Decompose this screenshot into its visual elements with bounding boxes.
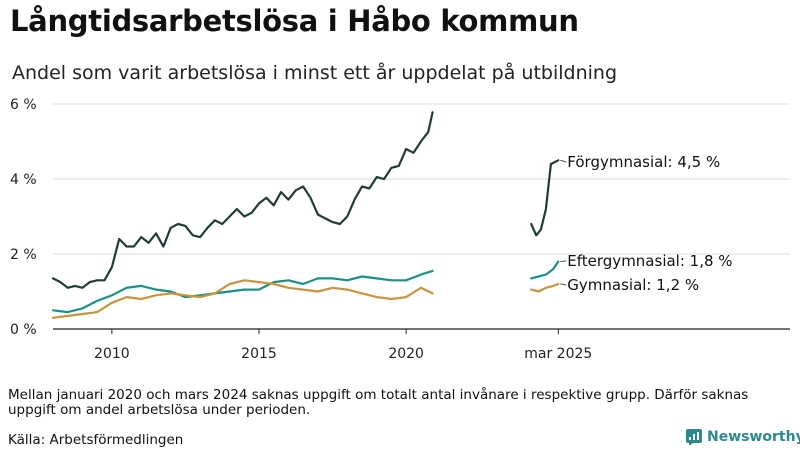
y-tick-label: 4 % (10, 172, 37, 188)
series-line-gymnasial (530, 282, 560, 293)
y-tick-label: 2 % (10, 247, 37, 263)
series-end-labels: Förgymnasial: 4,5 % Eftergymnasial: 1,8 %… (560, 153, 733, 294)
series-label-gymnasial: Gymnasial: 1,2 % (567, 276, 699, 294)
series-line-eftergymnasial (51, 269, 434, 314)
series-line-förgymnasial (51, 111, 434, 289)
label-connector (560, 159, 567, 163)
brand-name: Newsworthy (707, 429, 800, 445)
chart-subtitle: Andel som varit arbetslösa i minst ett å… (12, 62, 618, 84)
series-label-eftergymnasial: Eftergymnasial: 1,8 % (567, 252, 732, 270)
series-label-förgymnasial: Förgymnasial: 4,5 % (567, 153, 720, 171)
page-title: Långtidsarbetslösa i Håbo kommun (10, 4, 579, 38)
label-connector (560, 283, 567, 286)
source-note: Källa: Arbetsförmedlingen (8, 432, 184, 448)
x-tick-label: mar 2025 (524, 346, 592, 362)
x-tick-label: 2010 (94, 346, 130, 362)
newsworthy-logo-icon (686, 429, 702, 445)
label-connector (560, 260, 567, 262)
line-chart: 0 % 2 % 4 % 6 % 2010 2015 2020 mar 2025 Förgym… (10, 97, 790, 362)
y-tick-label: 6 % (10, 97, 37, 113)
y-tick-label: 0 % (10, 322, 37, 338)
series-lines (51, 111, 560, 319)
x-tick-label: 2020 (388, 346, 424, 362)
series-line-gymnasial (51, 279, 434, 319)
x-tick-label: 2015 (241, 346, 277, 362)
series-line-eftergymnasial (530, 260, 560, 280)
y-axis-tick-labels: 0 % 2 % 4 % 6 % (10, 97, 37, 338)
grid-lines (53, 103, 790, 330)
brand[interactable]: Newsworthy (686, 429, 800, 445)
footnote: Mellan januari 2020 och mars 2024 saknas… (8, 387, 749, 418)
series-line-förgymnasial (530, 159, 560, 237)
x-axis-tick-labels: 2010 2015 2020 mar 2025 (94, 329, 592, 362)
